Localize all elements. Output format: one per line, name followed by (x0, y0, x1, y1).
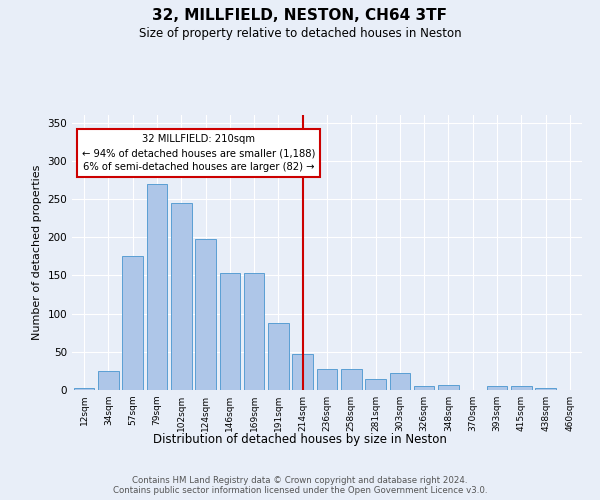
Bar (535, 388, 556, 390)
Text: Size of property relative to detached houses in Neston: Size of property relative to detached ho… (139, 28, 461, 40)
Text: Contains HM Land Registry data © Crown copyright and database right 2024.
Contai: Contains HM Land Registry data © Crown c… (113, 476, 487, 495)
Bar (341, 370, 362, 390)
Bar (292, 354, 313, 390)
Bar (511, 386, 532, 390)
Y-axis label: Number of detached properties: Number of detached properties (32, 165, 42, 340)
Bar (389, 373, 410, 390)
Bar (74, 388, 94, 390)
Bar (414, 386, 434, 390)
Bar (171, 203, 191, 390)
Bar (98, 371, 119, 390)
Bar (244, 273, 265, 390)
Bar (438, 384, 459, 390)
Text: 32, MILLFIELD, NESTON, CH64 3TF: 32, MILLFIELD, NESTON, CH64 3TF (152, 8, 448, 22)
Bar (122, 256, 143, 390)
Bar (487, 386, 508, 390)
Bar (195, 239, 216, 390)
Bar (365, 378, 386, 390)
Bar (317, 370, 337, 390)
Text: 32 MILLFIELD: 210sqm
← 94% of detached houses are smaller (1,188)
6% of semi-det: 32 MILLFIELD: 210sqm ← 94% of detached h… (82, 134, 315, 172)
Bar (220, 273, 240, 390)
Bar (268, 323, 289, 390)
Bar (146, 184, 167, 390)
Text: Distribution of detached houses by size in Neston: Distribution of detached houses by size … (153, 432, 447, 446)
